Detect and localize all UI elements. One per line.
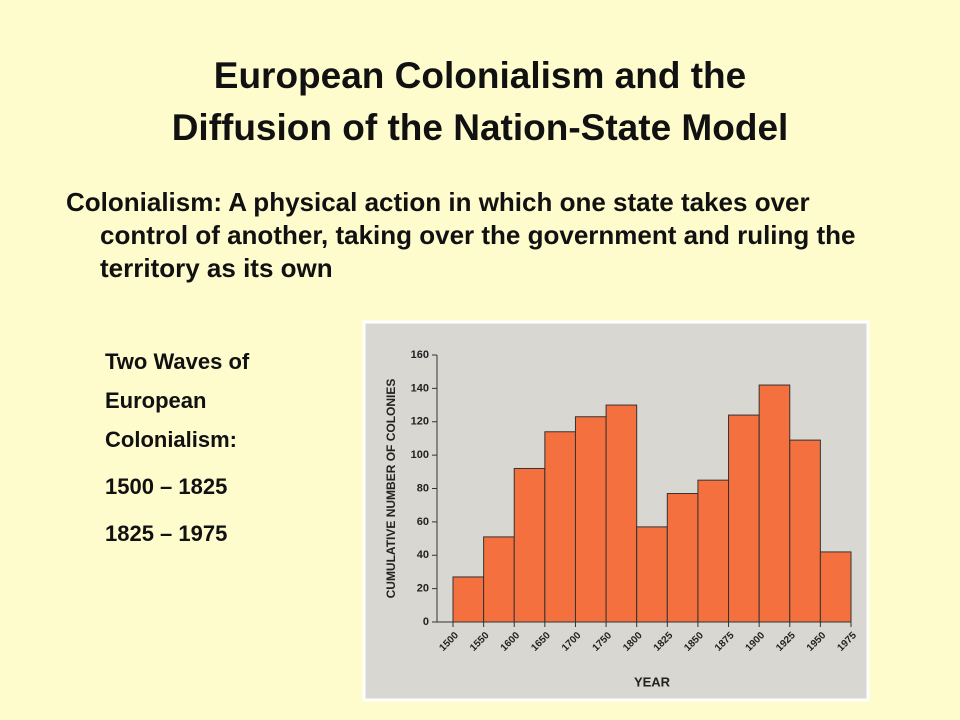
definition: Colonialism: A physical action in which …: [66, 186, 900, 285]
bar: [605, 404, 638, 623]
bar: [758, 384, 791, 623]
bar: [728, 414, 760, 623]
bar: [697, 479, 730, 623]
y-tick-label: 160: [411, 349, 429, 361]
bar: [452, 576, 485, 623]
y-tick-label: 100: [411, 449, 429, 461]
wave: 1500 – 1825: [105, 474, 228, 499]
y-tick-label: 40: [417, 549, 429, 561]
term: Colonialism: [66, 187, 214, 217]
x-axis-label: YEAR: [634, 674, 671, 689]
bar: [789, 439, 821, 623]
wave: 1825 – 1975: [105, 521, 228, 546]
y-tick-label: 140: [411, 382, 429, 394]
title-line: Diffusion of the Nation-State Model: [171, 107, 789, 148]
y-tick-label: 0: [423, 616, 429, 628]
bar: [636, 526, 668, 623]
side-heading: Two Waves of European Colonialism:: [105, 349, 250, 452]
y-tick-label: 20: [417, 583, 429, 595]
bar: [666, 493, 699, 623]
bar: [513, 467, 546, 623]
y-axis-label: CUMULATIVE NUMBER OF COLONIES: [384, 379, 398, 599]
slide-title: European Colonialism and the Diffusion o…: [0, 50, 960, 154]
y-tick-label: 80: [417, 482, 429, 494]
bar: [544, 431, 576, 623]
definition-text: : A physical action in which one state t…: [100, 187, 856, 283]
y-tick-label: 120: [411, 416, 429, 428]
side-text: Two Waves of European Colonialism: 1500 …: [105, 342, 315, 561]
title-line: European Colonialism and the: [213, 55, 747, 96]
y-tick-label: 60: [417, 516, 429, 528]
bar: [819, 551, 852, 623]
bar: [483, 536, 515, 623]
bar: [574, 416, 607, 623]
